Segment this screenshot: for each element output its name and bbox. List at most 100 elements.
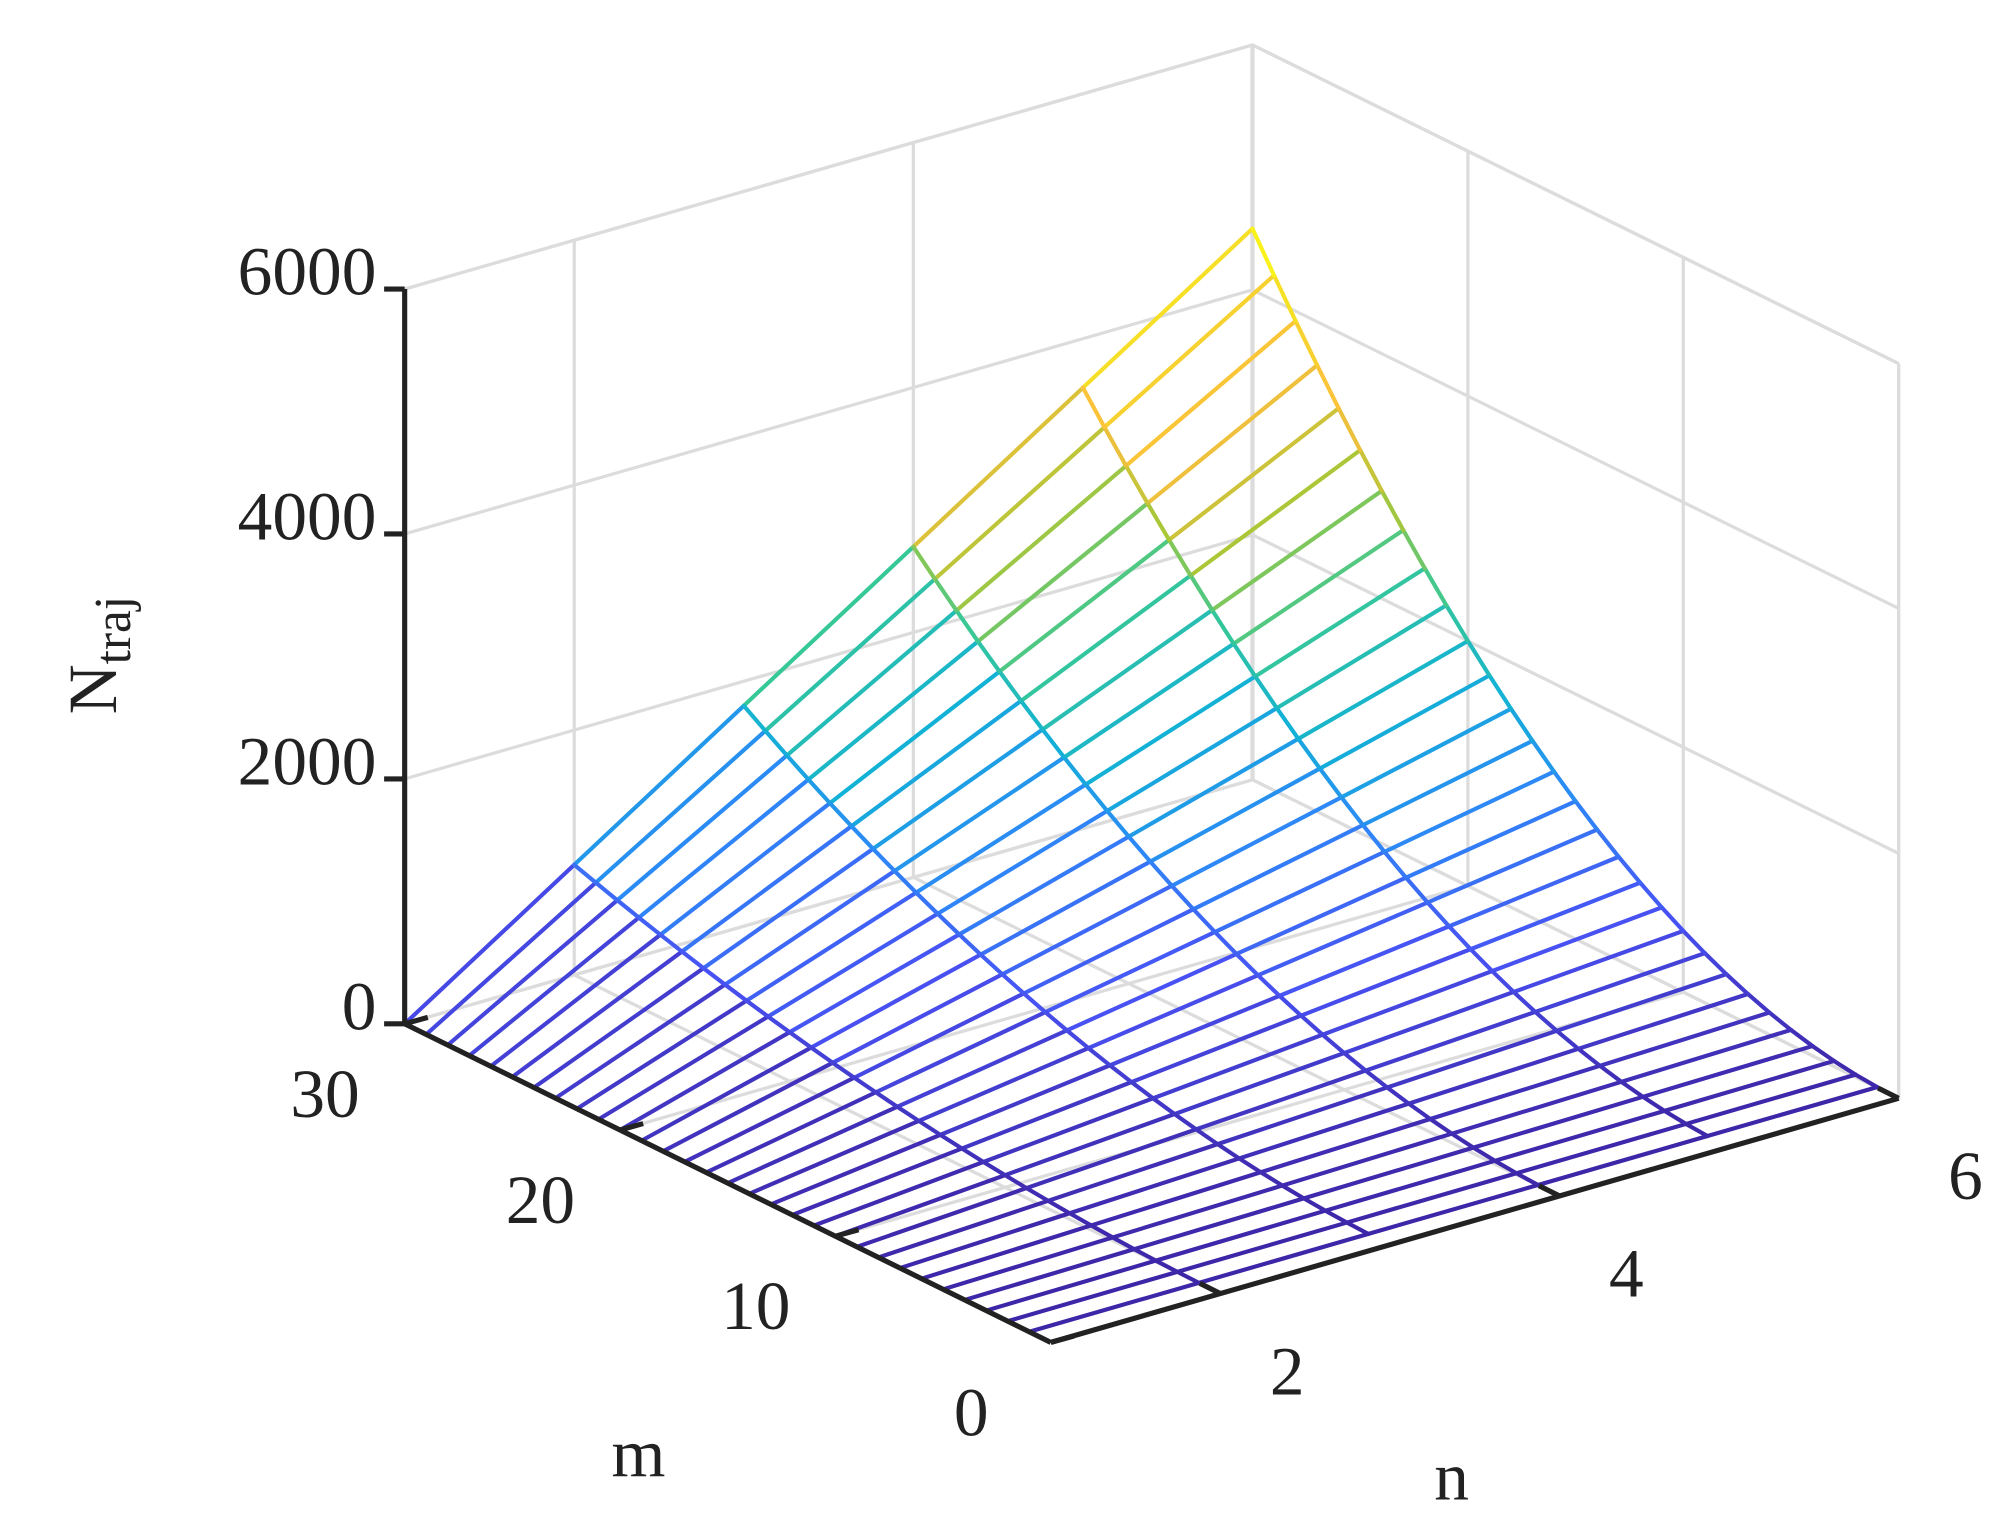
mesh-line	[1444, 603, 1470, 644]
mesh-line	[1215, 1142, 1242, 1161]
m-tick-label: 0	[954, 1374, 989, 1451]
mesh-line	[1724, 972, 1750, 997]
n-tick	[1198, 1281, 1222, 1296]
mesh-line	[1745, 991, 1772, 1015]
mesh-line	[1064, 1028, 1091, 1051]
mesh-line	[701, 966, 728, 987]
mesh-line	[572, 862, 598, 885]
mesh-line	[1083, 674, 1258, 787]
mesh-line	[1595, 827, 1621, 859]
mesh-line	[1683, 1121, 1710, 1139]
n-tick-label: 2	[1270, 1333, 1305, 1410]
mesh-line	[997, 669, 1024, 703]
mesh-line	[790, 1146, 964, 1218]
mesh-line	[919, 1223, 1094, 1281]
mesh-line	[1018, 698, 1045, 732]
mesh-line	[574, 998, 749, 1111]
mesh-line	[1382, 769, 1557, 854]
mesh-line	[1296, 736, 1322, 771]
mesh-line	[722, 868, 897, 987]
mesh-line	[1323, 1158, 1497, 1213]
mesh-line	[1831, 1058, 1858, 1077]
mesh-line	[1102, 425, 1129, 468]
mesh-line	[959, 1146, 986, 1165]
mesh-line	[962, 1247, 1137, 1302]
mesh-line	[1576, 1046, 1602, 1068]
mesh-line	[1191, 822, 1365, 912]
mesh-line	[1043, 929, 1217, 1015]
mesh-line	[1573, 799, 1600, 832]
mesh-line	[1280, 1183, 1306, 1201]
mesh-line	[1107, 1063, 1134, 1085]
mesh-line	[1277, 924, 1452, 998]
mesh-line	[1339, 795, 1365, 828]
mesh-line	[1102, 273, 1277, 430]
mesh-line	[1231, 641, 1258, 679]
mesh-line	[1344, 1171, 1519, 1225]
mesh-line	[1212, 929, 1239, 957]
mesh-line	[1046, 1198, 1072, 1216]
mesh-line	[1167, 537, 1193, 578]
mesh-line	[1366, 1182, 1541, 1236]
mesh-line	[1533, 951, 1707, 1014]
mesh-line	[1296, 638, 1470, 741]
mesh-line	[1382, 849, 1409, 880]
mesh-line	[876, 1198, 1051, 1260]
mesh-line	[1274, 603, 1449, 711]
mesh-line	[1293, 318, 1320, 368]
mesh-line	[932, 425, 1107, 582]
mesh-line	[636, 777, 811, 920]
mesh-line	[1344, 1220, 1371, 1236]
mesh-line	[1089, 1223, 1115, 1240]
m-tick	[403, 1014, 429, 1027]
mesh-line	[1492, 1158, 1519, 1176]
mesh-line	[1175, 1220, 1349, 1274]
mesh-line	[488, 932, 663, 1069]
mesh-line	[1021, 907, 1196, 996]
grid-line	[572, 240, 1222, 1296]
n-axis	[1050, 1095, 1900, 1345]
n-axis-label: n	[1434, 1439, 1469, 1516]
mesh-line	[827, 801, 854, 829]
mesh-line	[984, 1258, 1158, 1313]
mesh-line	[1511, 989, 1538, 1014]
grid-line	[404, 288, 1900, 610]
mesh-line	[1597, 1010, 1772, 1068]
mesh-line	[938, 1063, 1113, 1137]
mesh-line	[852, 991, 1026, 1080]
mesh-line	[1129, 1013, 1304, 1085]
mesh-line	[811, 1159, 986, 1228]
mesh-line	[1271, 273, 1298, 323]
mesh-line	[424, 880, 598, 1037]
z-tick-label: 0	[342, 968, 377, 1045]
m-axis-label: m	[611, 1415, 665, 1492]
mesh-line	[1086, 973, 1261, 1051]
mesh-line	[1379, 488, 1406, 533]
mesh-line	[1212, 849, 1387, 935]
mesh-line	[1169, 883, 1196, 912]
mesh-line	[1280, 1131, 1454, 1188]
m-tick-label: 10	[721, 1268, 790, 1345]
mesh-line	[975, 501, 1150, 644]
mesh-line	[636, 915, 663, 937]
mesh-line	[1468, 880, 1643, 952]
mesh-line	[1105, 808, 1131, 839]
mesh-line	[1317, 766, 1344, 800]
mesh-line	[787, 932, 962, 1035]
mesh-line	[1514, 1121, 1689, 1176]
mesh-line	[1406, 1101, 1433, 1122]
mesh-line	[747, 1118, 921, 1196]
mesh-line	[1188, 448, 1363, 578]
mesh-line	[1191, 907, 1217, 935]
mesh-line	[617, 1030, 792, 1133]
mesh-line	[1126, 834, 1153, 864]
mesh-line	[467, 915, 641, 1058]
mesh-line	[809, 952, 983, 1050]
mesh-line	[1662, 1058, 1837, 1113]
mesh-line	[849, 698, 1024, 829]
mesh-line	[1640, 1043, 1815, 1099]
mesh-line	[1705, 1085, 1880, 1139]
mesh-line	[981, 1096, 1156, 1165]
n-tick-label: 4	[1609, 1236, 1644, 1313]
mesh-line	[1000, 883, 1174, 977]
